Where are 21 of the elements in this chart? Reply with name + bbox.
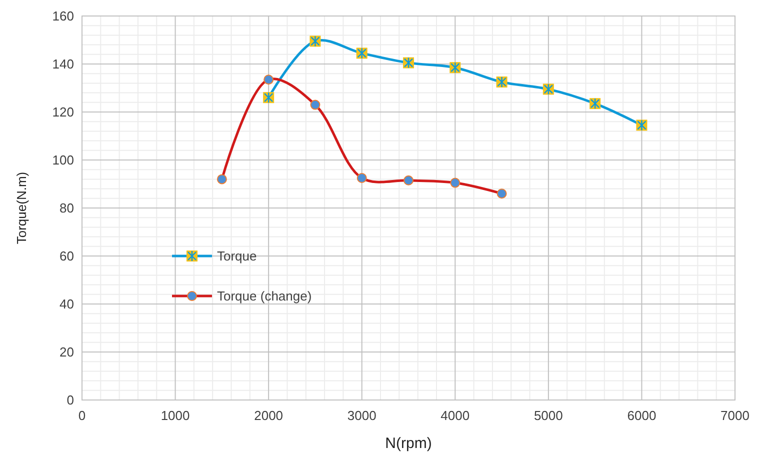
x-axis-title: N(rpm)	[385, 435, 432, 452]
legend-label: Torque	[217, 248, 257, 264]
y-tick-label: 120	[52, 104, 74, 120]
legend-label: Torque (change)	[217, 288, 312, 304]
x-tick-label: 6000	[627, 408, 656, 423]
y-tick-label: 40	[60, 296, 74, 312]
y-tick-label: 0	[66, 392, 74, 408]
y-tick-label: 20	[60, 344, 74, 360]
y-tick-label: 100	[52, 152, 74, 168]
x-tick-label: 5000	[534, 408, 563, 423]
x-tick-label: 3000	[347, 408, 376, 423]
x-tick-label: 7000	[720, 408, 750, 423]
x-tick-label: 4000	[440, 408, 470, 423]
y-tick-label: 60	[60, 248, 74, 264]
y-tick-label: 140	[52, 56, 74, 72]
x-tick-label: 2000	[254, 408, 284, 423]
y-tick-label: 80	[60, 200, 74, 216]
y-axis-title: Torque(N.m)	[14, 172, 29, 244]
x-tick-label: 1000	[160, 408, 190, 423]
x-tick-label: 0	[78, 408, 86, 423]
y-tick-label: 160	[52, 8, 74, 24]
